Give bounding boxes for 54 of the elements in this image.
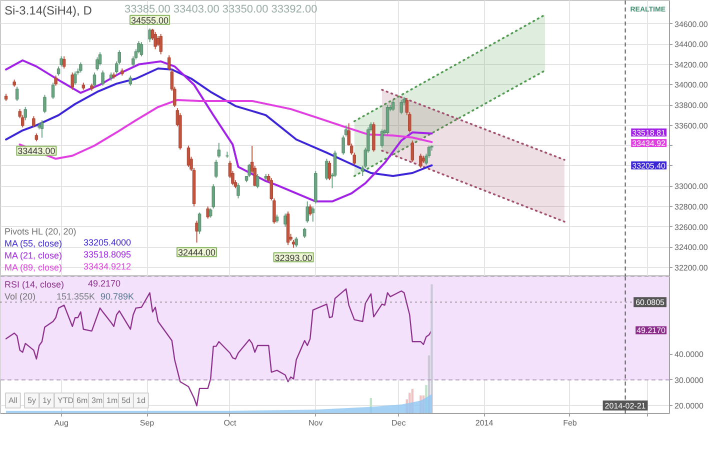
annotation: 3m [92,396,103,405]
chart-title: Si-3.14(SiH4), D [4,4,92,18]
x-tick-label: Oct [224,418,237,428]
y-tick-label: 33600.00 [674,121,708,130]
y-tick-label: 34600.00 [674,20,708,29]
chart-subtitle: 33385.00 33403.00 33350.00 33392.00 [124,4,318,16]
annotation: 6m [76,396,88,405]
annotation: 33205.40 [632,161,666,170]
x-tick-label: Aug [54,418,68,428]
x-tick-label: 2014 [475,418,494,428]
annotation: 49.2170 [636,326,666,336]
annotation: 1d [136,396,146,405]
text: MA (21, close) [4,250,62,260]
y-tick-label: 32200.00 [674,263,708,272]
annotation: 33518.8095 [84,250,132,260]
annotation: 90.789K [100,292,134,302]
annotation: YTD [58,396,74,405]
y-tick-label: 20.0000 [674,402,704,411]
y-tick-label: 32600.00 [674,222,708,232]
y-tick-label: 33000.00 [674,182,708,192]
annotation: 1y [42,396,51,405]
annotation: 5d [122,396,130,405]
x-tick-label: Nov [308,418,323,428]
annotation: Pivots HL (20, 20) [4,226,76,236]
annotation: 33434.9212 [84,262,132,272]
y-tick-label: 32400.00 [674,243,708,252]
y-tick-label: 34200.00 [674,60,708,70]
annotation: 34555.00 [131,15,169,26]
annotation: 151.355K [56,292,96,302]
text: Vol (20) [4,292,36,302]
annotation: 49.2170 [88,278,121,288]
annotation: 1m [106,396,118,405]
y-tick-label: 30.0000 [674,376,704,385]
series-label: RSI (14, close) [4,280,64,290]
annotation: 33205.4000 [84,238,132,248]
text: MA (55, close) [4,238,62,248]
ref-line-label: 60.0805 [636,298,666,308]
annotation: All [8,396,18,405]
annotation: 33443.00 [18,146,56,156]
ref-line-label: 2014-02-21 [604,402,646,410]
annotation: 33518.81 [632,128,666,138]
x-tick-label: Dec [391,418,406,428]
annotation: 33434.92 [632,139,666,148]
y-tick-label: 34000.00 [674,80,708,90]
annotation: 5y [28,396,36,405]
y-tick-label: 33800.00 [674,101,708,110]
x-tick-label: Sep [140,418,155,428]
y-tick-label: 32800.00 [674,202,708,212]
text: MA (89, close) [4,262,62,272]
x-tick-label: Feb [563,418,578,428]
y-tick-label: 40.0000 [674,350,704,360]
y-tick-label: 34400.00 [674,40,708,50]
annotation: 32393.00 [274,252,312,263]
annotation: 32444.00 [178,248,216,258]
